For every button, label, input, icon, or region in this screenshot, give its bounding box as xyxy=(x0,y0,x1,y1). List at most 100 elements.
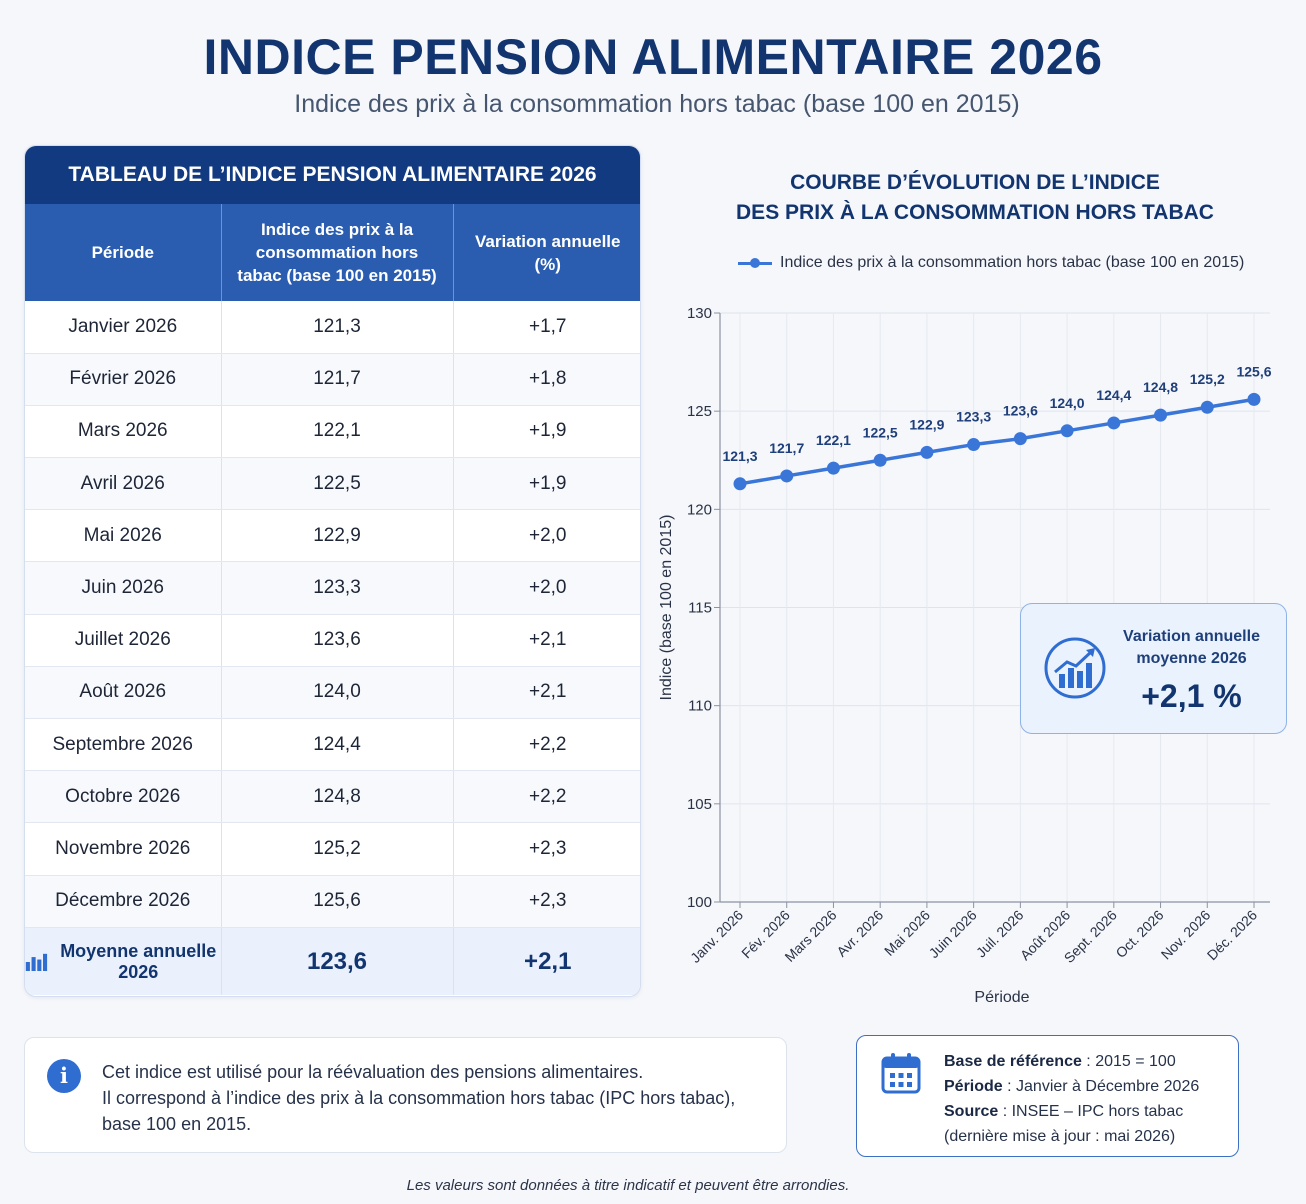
variation-cell: +2,0 xyxy=(453,561,640,615)
x-tick-label: Mars 2026 xyxy=(781,907,839,965)
data-label: 122,1 xyxy=(816,432,851,448)
x-tick-label: Juin 2026 xyxy=(926,907,980,961)
average-label-cell: Moyenne annuelle 2026 xyxy=(25,927,222,996)
info-line1: Cet indice est utilisé pour la réévaluat… xyxy=(102,1062,644,1082)
data-point xyxy=(967,438,981,452)
reference-base: Base de référence : 2015 = 100 xyxy=(944,1049,1199,1074)
y-axis-label: Indice (base 100 en 2015) xyxy=(658,515,675,701)
data-point xyxy=(873,453,887,467)
data-label: 122,5 xyxy=(863,424,898,440)
data-point xyxy=(1013,432,1027,446)
y-tick-label: 130 xyxy=(687,305,712,322)
period-cell: Août 2026 xyxy=(25,666,222,720)
data-label: 124,8 xyxy=(1143,379,1178,395)
period-cell: Décembre 2026 xyxy=(25,875,222,928)
table-row: Octobre 2026 124,8 +2,2 xyxy=(25,770,640,824)
table-row: Juin 2026 123,3 +2,0 xyxy=(25,561,640,615)
variation-cell: +2,1 xyxy=(453,614,640,667)
table-row: Mai 2026 122,9 +2,0 xyxy=(25,509,640,563)
table-header-row: Période Indice des prix à la consommatio… xyxy=(25,204,640,301)
reference-box: Base de référence : 2015 = 100 Période :… xyxy=(856,1035,1239,1157)
reference-period-value: : Janvier à Décembre 2026 xyxy=(1002,1078,1200,1095)
growth-chart-icon xyxy=(1044,637,1106,699)
variation-cell: +2,2 xyxy=(453,770,640,824)
index-cell: 124,0 xyxy=(221,666,454,720)
index-cell: 125,6 xyxy=(221,875,454,928)
y-tick-label: 115 xyxy=(688,600,712,617)
data-label: 124,0 xyxy=(1050,395,1085,411)
data-label: 123,3 xyxy=(956,409,991,425)
data-label: 121,7 xyxy=(769,440,804,456)
table-row: Avril 2026 122,5 +1,9 xyxy=(25,457,640,511)
calendar-icon xyxy=(881,1053,921,1094)
index-cell: 124,8 xyxy=(221,770,454,824)
y-tick-label: 110 xyxy=(688,698,712,715)
period-cell: Juin 2026 xyxy=(25,561,222,615)
chart-title-line1: COURBE D’ÉVOLUTION DE L’INDICE xyxy=(790,171,1160,194)
average-index: 123,6 xyxy=(221,927,454,996)
variation-cell: +2,1 xyxy=(453,666,640,720)
index-cell: 125,2 xyxy=(221,822,454,876)
kpi-label-line1: Variation annuelle xyxy=(1123,628,1260,645)
reference-base-label: Base de référence xyxy=(944,1053,1082,1070)
period-cell: Juillet 2026 xyxy=(25,614,222,667)
x-tick-label: Janv. 2026 xyxy=(687,907,746,966)
index-cell: 122,5 xyxy=(221,457,454,511)
data-point xyxy=(920,445,934,459)
index-table: Période Indice des prix à la consommatio… xyxy=(25,204,640,996)
y-tick-label: 125 xyxy=(687,403,712,420)
period-cell: Avril 2026 xyxy=(25,457,222,511)
index-cell: 121,3 xyxy=(221,301,454,354)
info-text: Cet indice est utilisé pour la réévaluat… xyxy=(102,1059,735,1137)
data-label: 125,2 xyxy=(1190,371,1225,387)
legend-label: Indice des prix à la consommation hors t… xyxy=(780,254,1245,271)
reference-source: Source : INSEE – IPC hors tabac xyxy=(944,1099,1199,1124)
column-header-period: Période xyxy=(25,204,222,301)
period-cell: Janvier 2026 xyxy=(25,301,222,354)
x-tick-label: Déc. 2026 xyxy=(1204,907,1261,964)
y-tick-label: 120 xyxy=(687,501,712,518)
period-cell: Mars 2026 xyxy=(25,405,222,459)
data-point xyxy=(826,461,840,475)
index-cell: 122,9 xyxy=(221,509,454,563)
series-line xyxy=(739,397,1255,486)
period-cell: Mai 2026 xyxy=(25,509,222,563)
table-title: TABLEAU DE L’INDICE PENSION ALIMENTAIRE … xyxy=(25,146,640,204)
legend-marker xyxy=(738,257,772,268)
footnote: Les valeurs sont données à titre indicat… xyxy=(406,1177,850,1194)
table-row: Septembre 2026 124,4 +2,2 xyxy=(25,718,640,772)
info-line2: Il correspond à l’indice des prix à la c… xyxy=(102,1088,736,1108)
index-table-card: TABLEAU DE L’INDICE PENSION ALIMENTAIRE … xyxy=(24,145,641,997)
chart-title-line2: DES PRIX À LA CONSOMMATION HORS TABAC xyxy=(736,201,1214,224)
data-label: 121,3 xyxy=(722,448,757,464)
period-cell: Février 2026 xyxy=(25,353,222,406)
variation-cell: +1,9 xyxy=(453,457,640,511)
y-tick-label: 100 xyxy=(687,894,712,911)
index-cell: 122,1 xyxy=(221,405,454,459)
reference-source-label: Source xyxy=(944,1103,999,1120)
column-header-variation: Variation annuelle (%) xyxy=(453,204,640,301)
kpi-label-line2: moyenne 2026 xyxy=(1136,650,1247,667)
variation-cell: +2,3 xyxy=(453,822,640,876)
x-axis-label: Période xyxy=(974,989,1029,1006)
index-cell: 124,4 xyxy=(221,718,454,772)
variation-cell: +2,2 xyxy=(453,718,640,772)
data-point xyxy=(1154,408,1168,422)
table-row: Novembre 2026 125,2 +2,3 xyxy=(25,822,640,876)
kpi-card: Variation annuelle moyenne 2026 +2,1 % xyxy=(1020,603,1287,734)
info-icon: i xyxy=(47,1059,81,1093)
period-cell: Octobre 2026 xyxy=(25,770,222,824)
data-label: 123,6 xyxy=(1003,403,1038,419)
info-line3: base 100 en 2015. xyxy=(102,1114,252,1134)
reference-source-value: : INSEE – IPC hors tabac xyxy=(998,1103,1184,1120)
period-cell: Novembre 2026 xyxy=(25,822,222,876)
data-point xyxy=(780,469,794,483)
table-row: Mars 2026 122,1 +1,9 xyxy=(25,405,640,459)
page-title: INDICE PENSION ALIMENTAIRE 2026 xyxy=(203,29,1103,85)
reference-period-label: Période xyxy=(944,1078,1003,1095)
table-row: Décembre 2026 125,6 +2,3 xyxy=(25,875,640,928)
variation-cell: +2,3 xyxy=(453,875,640,928)
chart-legend: Indice des prix à la consommation hors t… xyxy=(738,254,1244,272)
variation-cell: +1,8 xyxy=(453,353,640,406)
